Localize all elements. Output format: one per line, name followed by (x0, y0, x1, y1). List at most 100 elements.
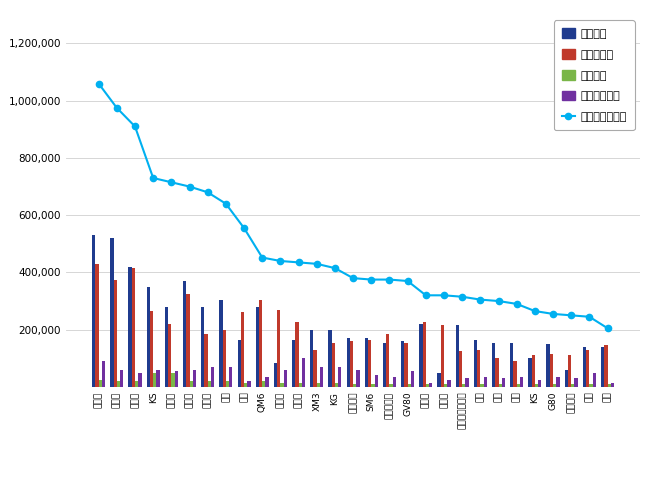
Bar (535, 384, 538, 387)
Bar (386, 334, 389, 387)
Bar (314, 350, 317, 387)
Bar (277, 310, 280, 387)
Bar (114, 280, 117, 387)
Bar (132, 268, 135, 387)
Bar (172, 372, 175, 387)
Bar (538, 380, 541, 387)
Bar (589, 384, 593, 387)
Bar (329, 330, 332, 387)
Bar (335, 382, 338, 387)
브랜드평판지수 (258, 254, 266, 260)
Bar (147, 287, 150, 387)
Bar (274, 363, 277, 387)
브랜드평판지수 (185, 184, 193, 189)
Bar (411, 371, 414, 387)
브랜드평판지수 (385, 277, 393, 283)
Bar (408, 384, 411, 387)
Bar (498, 384, 502, 387)
브랜드평판지수 (585, 314, 593, 320)
Bar (502, 378, 505, 387)
Bar (546, 344, 550, 387)
Bar (550, 354, 553, 387)
Bar (459, 351, 462, 387)
Bar (298, 382, 302, 387)
Bar (153, 372, 156, 387)
Bar (102, 361, 105, 387)
Bar (310, 330, 314, 387)
브랜드평판지수 (131, 124, 139, 129)
Bar (110, 238, 114, 387)
Bar (465, 378, 469, 387)
브랜드평판지수 (294, 259, 302, 265)
Bar (168, 324, 172, 387)
Bar (208, 381, 211, 387)
Bar (92, 235, 96, 387)
브랜드평판지수 (349, 275, 357, 281)
브랜드평판지수 (149, 175, 157, 181)
Bar (583, 347, 586, 387)
Bar (553, 384, 556, 387)
Bar (444, 384, 447, 387)
브랜드평판지수 (404, 278, 412, 284)
Bar (422, 322, 426, 387)
Bar (593, 372, 596, 387)
Bar (238, 340, 241, 387)
Bar (426, 384, 429, 387)
Bar (495, 358, 498, 387)
Bar (517, 384, 520, 387)
Bar (492, 343, 495, 387)
Bar (244, 382, 248, 387)
브랜드평판지수 (531, 308, 539, 314)
브랜드평판지수 (313, 261, 321, 267)
Bar (353, 384, 356, 387)
Bar (280, 382, 284, 387)
Bar (183, 281, 186, 387)
Bar (193, 370, 196, 387)
Bar (346, 338, 350, 387)
Bar (455, 325, 459, 387)
브랜드평판지수 (240, 225, 248, 231)
브랜드평판지수 (368, 277, 376, 283)
Bar (356, 370, 360, 387)
Bar (229, 367, 232, 387)
Bar (96, 264, 98, 387)
Bar (480, 384, 484, 387)
Bar (295, 322, 298, 387)
브랜드평판지수 (222, 201, 230, 207)
Bar (520, 377, 523, 387)
브랜드평판지수 (94, 80, 102, 86)
Bar (610, 382, 614, 387)
Bar (292, 340, 295, 387)
브랜드평판지수 (604, 325, 612, 331)
Bar (438, 372, 441, 387)
Bar (138, 372, 141, 387)
Bar (317, 382, 320, 387)
Bar (226, 381, 229, 387)
Bar (338, 367, 341, 387)
Bar (586, 350, 589, 387)
Bar (608, 384, 610, 387)
Bar (556, 377, 560, 387)
Bar (605, 345, 608, 387)
Bar (368, 340, 372, 387)
Bar (513, 361, 517, 387)
Bar (219, 300, 222, 387)
Line: 브랜드평판지수: 브랜드평판지수 (96, 80, 610, 331)
Bar (477, 350, 480, 387)
Bar (574, 378, 578, 387)
Bar (441, 325, 444, 387)
Bar (474, 340, 477, 387)
Bar (205, 334, 208, 387)
Bar (601, 347, 605, 387)
Bar (189, 381, 193, 387)
Bar (389, 384, 393, 387)
브랜드평판지수 (331, 265, 339, 271)
Bar (462, 384, 465, 387)
Bar (255, 307, 259, 387)
Bar (383, 343, 386, 387)
Bar (165, 307, 168, 387)
Bar (241, 312, 244, 387)
Bar (186, 294, 189, 387)
Bar (405, 343, 408, 387)
Bar (565, 370, 568, 387)
